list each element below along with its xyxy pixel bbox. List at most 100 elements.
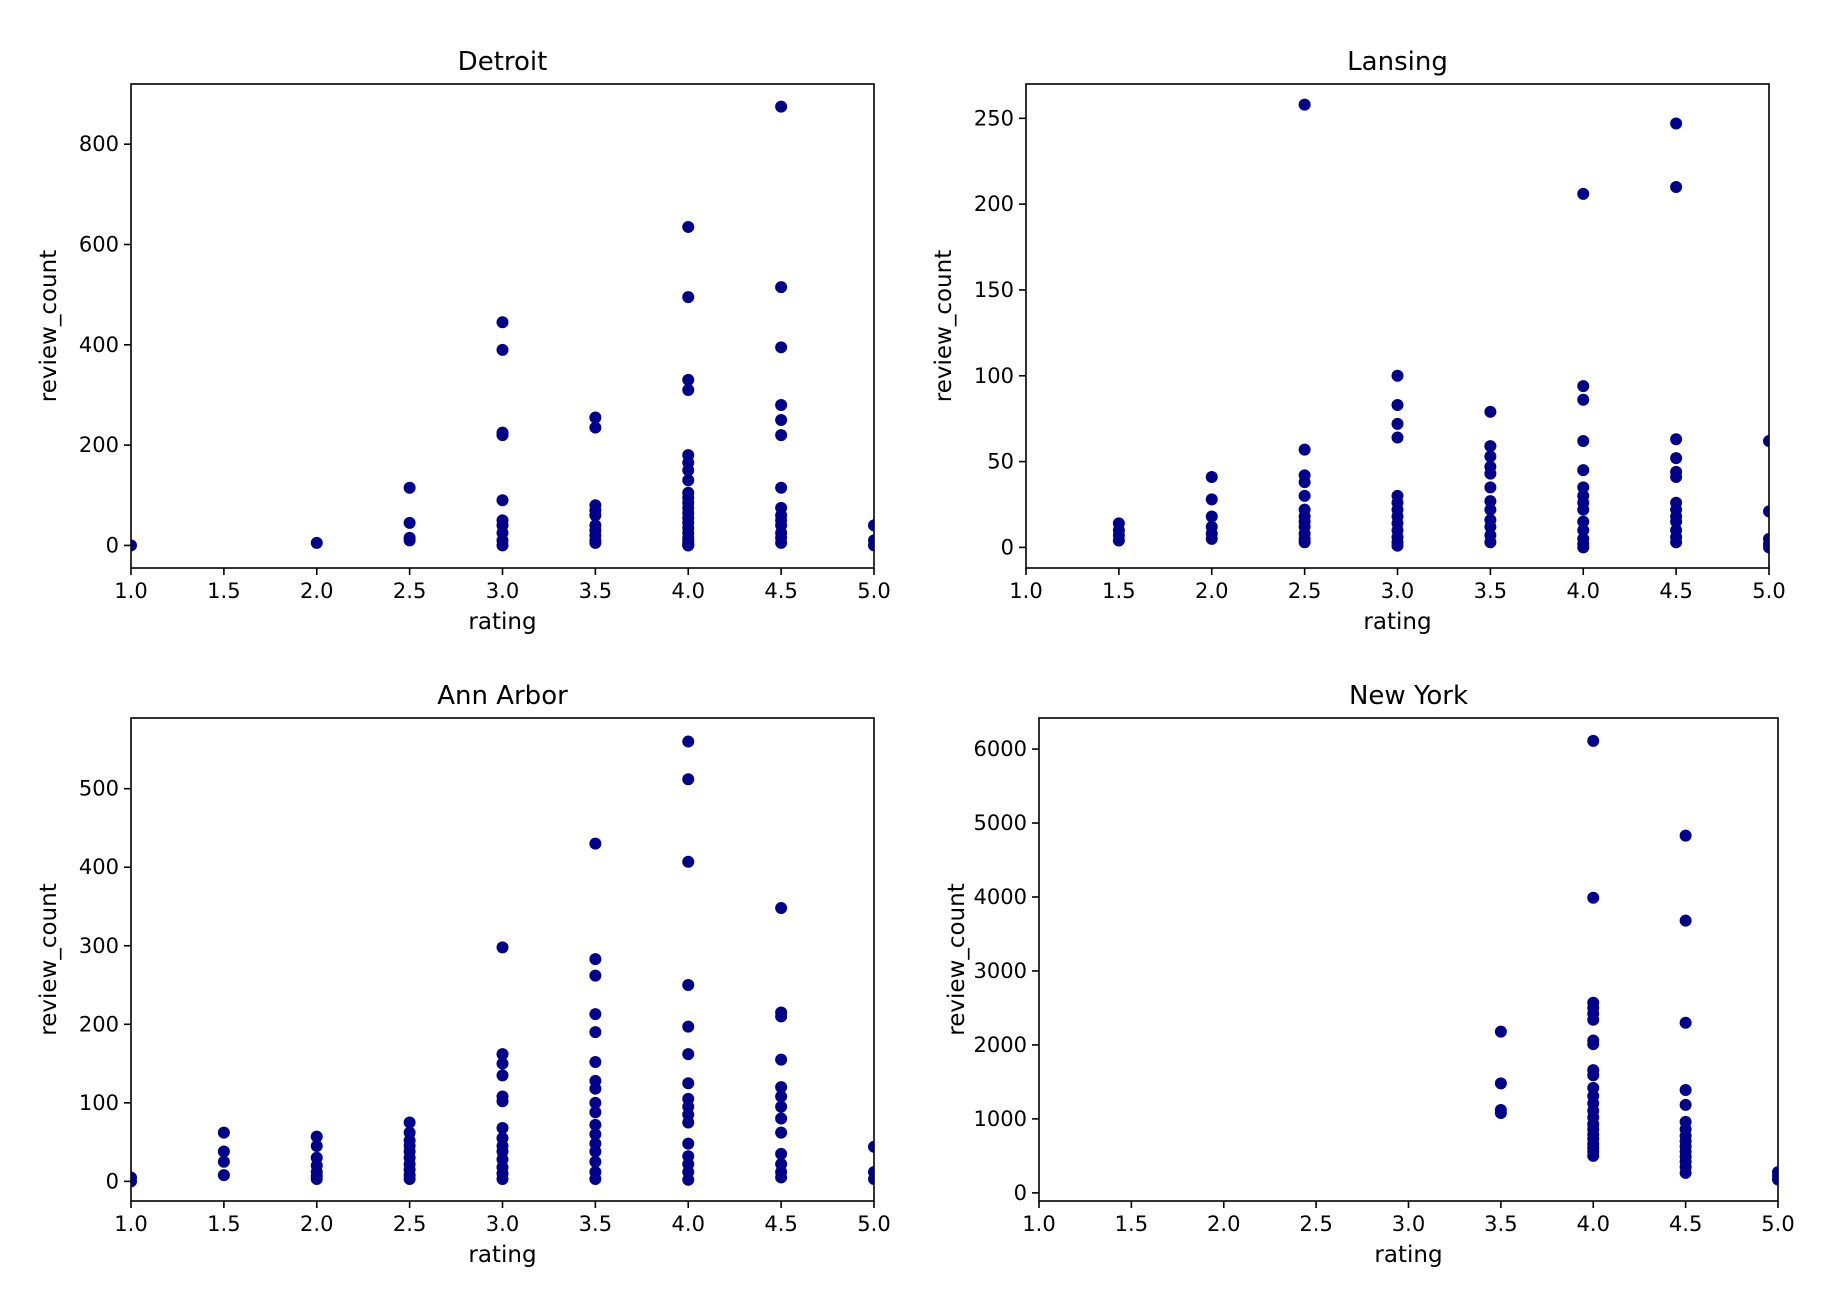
data-point (682, 1077, 695, 1090)
data-point (589, 1096, 602, 1109)
data-point (496, 316, 509, 329)
data-point (1112, 534, 1125, 547)
data-point (1205, 532, 1218, 545)
data-point (496, 429, 509, 442)
y-tick-label: 100 (974, 364, 1014, 388)
data-point (1391, 369, 1404, 382)
data-point (1391, 431, 1404, 444)
data-point (589, 1106, 602, 1119)
data-point (682, 220, 695, 233)
data-point (589, 1026, 602, 1039)
data-point (1577, 187, 1590, 200)
data-point (682, 539, 695, 552)
data-point (682, 855, 695, 868)
y-tick-label: 0 (1014, 1181, 1027, 1205)
data-point (775, 1053, 788, 1066)
data-point (1679, 1084, 1692, 1097)
x-tick-label: 3.0 (1392, 1212, 1425, 1236)
data-point (868, 519, 874, 532)
x-tick-label: 4.5 (1669, 1212, 1702, 1236)
y-tick-label: 200 (974, 192, 1014, 216)
data-point (217, 1145, 230, 1158)
data-point (1484, 467, 1497, 480)
data-point (589, 509, 602, 522)
data-point (1298, 476, 1311, 489)
data-point (1391, 539, 1404, 552)
data-point (775, 281, 788, 294)
y-tick-label: 600 (79, 232, 119, 256)
data-point (589, 953, 602, 966)
data-point (1484, 503, 1497, 516)
data-point (1679, 1166, 1692, 1179)
data-point (775, 341, 788, 354)
data-point (403, 1173, 416, 1186)
y-tick-label: 3000 (974, 959, 1027, 983)
x-tick-label: 5.0 (1761, 1212, 1794, 1236)
data-point (1587, 1013, 1600, 1026)
data-point (1670, 471, 1683, 484)
data-point (589, 1055, 602, 1068)
data-point (775, 902, 788, 915)
data-point (1577, 524, 1590, 537)
data-point (775, 1100, 788, 1113)
data-point (496, 941, 509, 954)
data-point (589, 837, 602, 850)
data-point (1494, 1025, 1507, 1038)
x-tick-label: 2.5 (393, 1212, 426, 1236)
data-point (775, 1126, 788, 1139)
data-point (682, 735, 695, 748)
data-point (775, 1171, 788, 1184)
data-point (1484, 405, 1497, 418)
x-tick-label: 4.5 (764, 579, 797, 603)
y-tick-label: 400 (79, 333, 119, 357)
y-tick-label: 4000 (974, 885, 1027, 909)
data-point (1670, 117, 1683, 130)
data-point (682, 1020, 695, 1033)
x-tick-label: 5.0 (857, 579, 890, 603)
y-tick-label: 0 (1001, 535, 1014, 559)
data-point (1577, 541, 1590, 554)
data-point (1670, 180, 1683, 193)
data-point (1205, 493, 1218, 506)
data-point (1772, 1173, 1778, 1186)
data-point (496, 1048, 509, 1061)
detroit-points (131, 100, 874, 552)
data-point (1484, 536, 1497, 549)
x-tick-label: 3.5 (579, 579, 612, 603)
data-point (1587, 1149, 1600, 1162)
x-tick-label: 1.0 (1022, 1212, 1055, 1236)
data-point (131, 1175, 137, 1188)
detroit-plot-frame (130, 83, 875, 569)
ann-arbor-plot-frame (130, 717, 875, 1202)
new-york-chart: New York 1.0 1.5 2.0 2.5 3.0 3.5 4.0 4.5 5.0 0 1000… (944, 681, 1795, 1268)
new-york-points (1494, 734, 1778, 1186)
data-point (775, 1010, 788, 1023)
y-tick-label: 1000 (974, 1107, 1027, 1131)
x-tick-label: 3.5 (1484, 1212, 1517, 1236)
data-point (1577, 481, 1590, 494)
data-point (589, 1173, 602, 1186)
detroit-y-axis-label: review_count (36, 250, 62, 402)
data-point (496, 1069, 509, 1082)
data-point (403, 481, 416, 494)
x-tick-label: 4.5 (764, 1212, 797, 1236)
y-tick-label: 300 (79, 934, 119, 958)
data-point (682, 1137, 695, 1150)
data-point (1494, 1106, 1507, 1119)
x-tick-label: 4.5 (1659, 579, 1692, 603)
x-tick-label: 5.0 (1752, 579, 1785, 603)
y-tick-label: 500 (79, 777, 119, 801)
data-point (1577, 515, 1590, 528)
data-point (775, 100, 788, 113)
data-point (1679, 1098, 1692, 1111)
data-point (310, 536, 323, 549)
data-point (868, 1140, 874, 1153)
data-point (589, 536, 602, 549)
lansing-points (1112, 98, 1769, 554)
x-tick-label: 1.5 (207, 1212, 240, 1236)
data-point (496, 1121, 509, 1134)
data-point (1298, 98, 1311, 111)
x-tick-label: 1.0 (114, 579, 147, 603)
data-point (1577, 434, 1590, 447)
ann-arbor-x-axis-label: rating (468, 1242, 536, 1268)
